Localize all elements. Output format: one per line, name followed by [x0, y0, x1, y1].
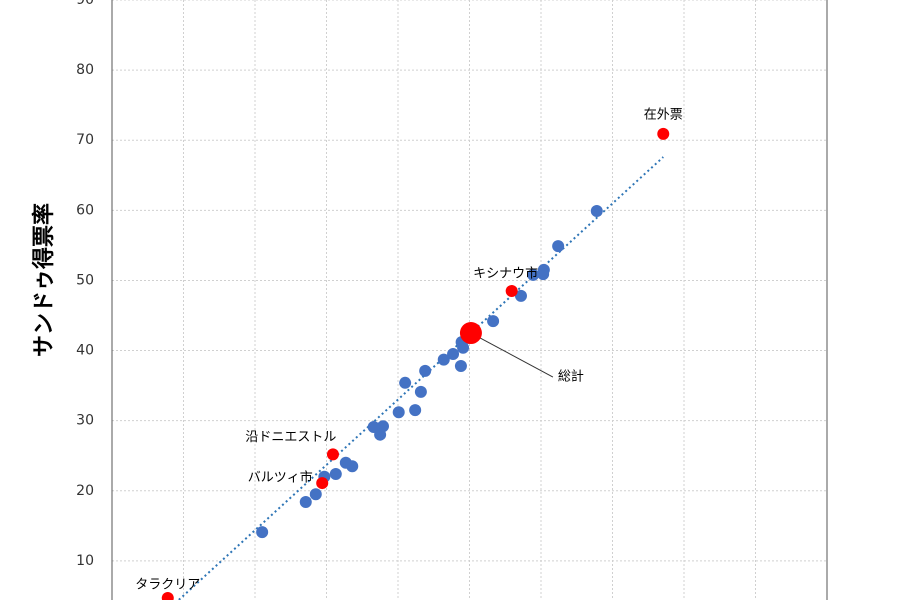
y-tick-label: 70 — [76, 132, 94, 148]
point — [374, 428, 387, 441]
point — [657, 127, 670, 140]
point-label: キシナウ市 — [473, 265, 538, 281]
point — [447, 348, 460, 361]
point — [414, 385, 427, 398]
point-label: 沿ドニエストル — [245, 430, 336, 445]
y-tick-label: 40 — [76, 343, 94, 359]
point-label: 在外票 — [644, 107, 683, 122]
trendline — [177, 156, 664, 600]
y-tick-label: 50 — [76, 272, 94, 288]
point — [326, 448, 339, 461]
y-axis-title: サンドゥ得票率 — [31, 203, 57, 357]
y-tick-label: 10 — [76, 553, 94, 569]
point — [537, 268, 550, 281]
point — [399, 376, 412, 389]
point — [459, 322, 482, 345]
point — [392, 406, 405, 419]
point — [590, 205, 603, 218]
y-tick-label: 60 — [76, 202, 94, 218]
point — [409, 404, 422, 417]
point — [161, 592, 174, 600]
y-tick-label: 90 — [76, 0, 94, 8]
point — [316, 477, 329, 490]
point — [527, 268, 540, 281]
point — [505, 284, 518, 297]
point — [419, 364, 432, 377]
point-label: バルツィ市 — [248, 470, 313, 486]
y-tick-label: 30 — [76, 413, 94, 429]
point — [454, 359, 467, 372]
point — [339, 456, 352, 469]
point-label: タラクリア — [135, 578, 200, 593]
point — [437, 353, 450, 366]
point — [256, 526, 269, 539]
y-tick-label: 20 — [76, 483, 94, 499]
point — [309, 488, 322, 501]
leader-line — [470, 332, 554, 378]
y-tick-label: 80 — [76, 62, 94, 78]
point-label: 総計 — [558, 369, 584, 385]
point — [487, 315, 500, 328]
point — [299, 495, 312, 508]
point — [552, 240, 565, 253]
point — [514, 289, 527, 302]
point — [329, 467, 342, 480]
